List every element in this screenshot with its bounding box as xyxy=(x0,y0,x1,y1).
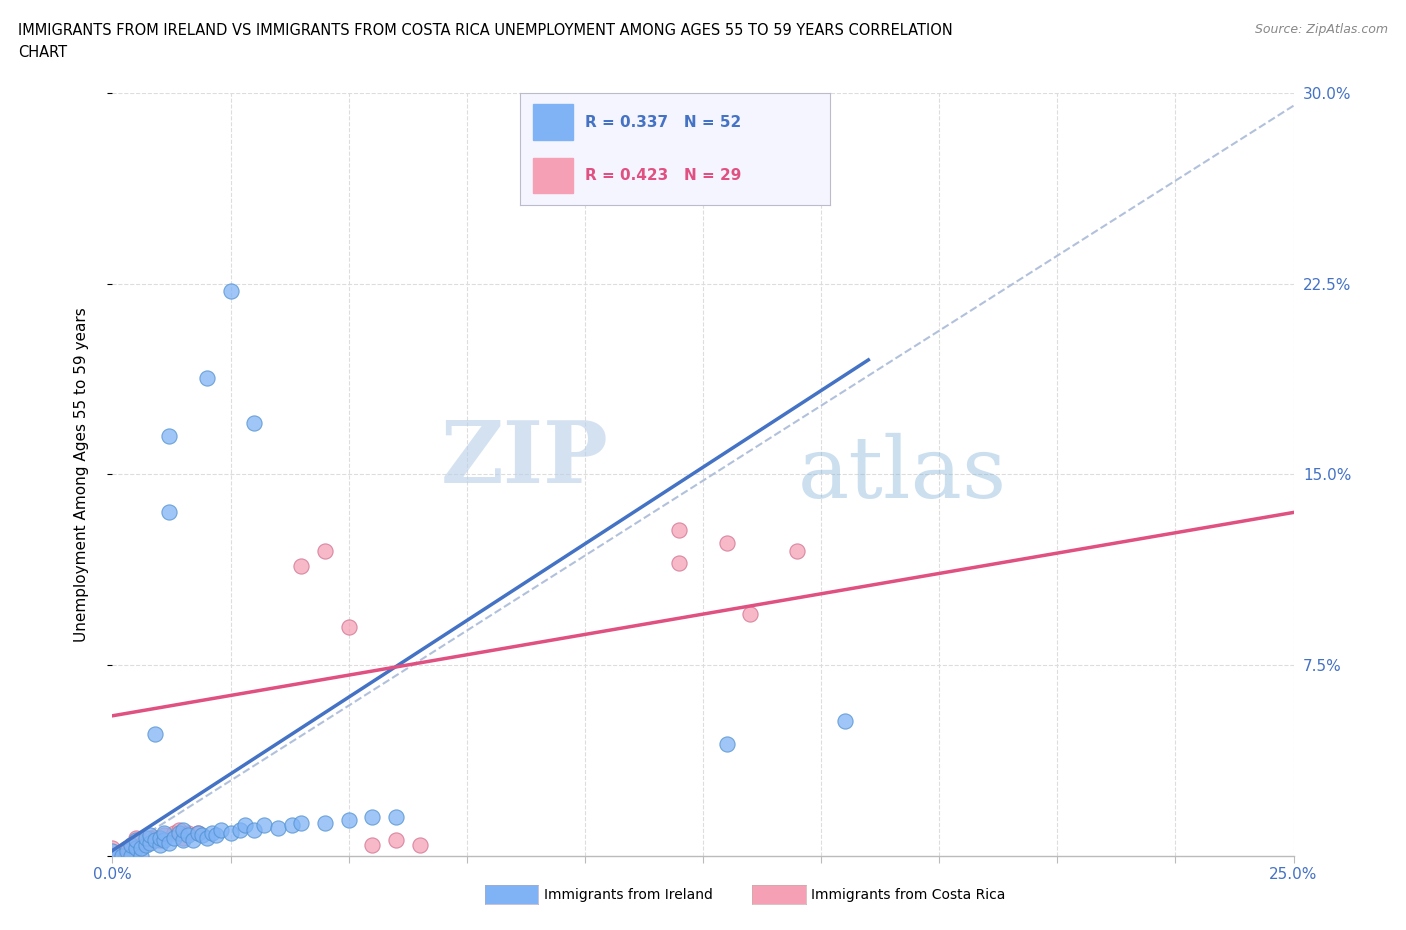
Point xyxy=(163,830,186,845)
Point xyxy=(385,810,408,825)
Point xyxy=(314,815,336,830)
Point xyxy=(385,833,408,848)
Point xyxy=(101,841,124,856)
Text: Source: ZipAtlas.com: Source: ZipAtlas.com xyxy=(1254,23,1388,36)
Point xyxy=(101,844,124,858)
Point xyxy=(115,844,138,858)
Point xyxy=(668,556,690,571)
Text: R = 0.423   N = 29: R = 0.423 N = 29 xyxy=(585,168,741,183)
Text: R = 0.337   N = 52: R = 0.337 N = 52 xyxy=(585,114,741,129)
Point xyxy=(139,830,162,845)
Point xyxy=(740,606,762,621)
Point xyxy=(111,848,134,863)
Text: ZIP: ZIP xyxy=(440,417,609,501)
Point xyxy=(281,817,304,832)
Text: CHART: CHART xyxy=(18,45,67,60)
Point xyxy=(243,823,266,838)
Point xyxy=(157,835,180,850)
Point xyxy=(191,828,214,843)
Point xyxy=(149,838,172,853)
Point xyxy=(167,825,190,840)
Point xyxy=(135,830,157,845)
Point xyxy=(125,830,148,845)
Point xyxy=(177,828,200,843)
Point xyxy=(125,841,148,856)
Point xyxy=(229,823,252,838)
Point xyxy=(668,523,690,538)
Point xyxy=(143,830,166,845)
Point xyxy=(233,817,256,832)
Point xyxy=(290,558,312,573)
Point xyxy=(143,833,166,848)
Text: Immigrants from Ireland: Immigrants from Ireland xyxy=(544,887,713,902)
Point xyxy=(120,848,142,863)
Point xyxy=(253,817,276,832)
Point xyxy=(157,505,180,520)
Point xyxy=(290,815,312,830)
Point xyxy=(172,823,194,838)
Point xyxy=(243,416,266,431)
Point xyxy=(716,737,738,751)
Point xyxy=(201,825,224,840)
Point xyxy=(195,830,218,845)
Point xyxy=(101,848,124,863)
Point xyxy=(101,848,124,863)
Point xyxy=(408,838,430,853)
Point xyxy=(143,726,166,741)
Point xyxy=(177,825,200,840)
Point xyxy=(172,830,194,845)
Point xyxy=(129,848,152,863)
Point xyxy=(337,813,360,828)
Text: atlas: atlas xyxy=(797,432,1007,516)
Point xyxy=(111,848,134,863)
Point xyxy=(361,838,384,853)
Point xyxy=(219,284,242,299)
Bar xyxy=(533,104,572,140)
Point xyxy=(125,841,148,856)
Point xyxy=(361,810,384,825)
Point xyxy=(129,838,152,853)
Point xyxy=(149,833,172,848)
Point xyxy=(135,835,157,850)
Point xyxy=(219,825,242,840)
Point xyxy=(125,833,148,848)
Point xyxy=(163,825,186,840)
Point xyxy=(786,543,808,558)
Point xyxy=(267,820,290,835)
Text: IMMIGRANTS FROM IRELAND VS IMMIGRANTS FROM COSTA RICA UNEMPLOYMENT AMONG AGES 55: IMMIGRANTS FROM IRELAND VS IMMIGRANTS FR… xyxy=(18,23,953,38)
Point xyxy=(153,833,176,848)
Point xyxy=(195,370,218,385)
Point xyxy=(153,825,176,840)
Point xyxy=(120,838,142,853)
Point xyxy=(139,828,162,843)
Point xyxy=(181,833,204,848)
Point xyxy=(172,833,194,848)
Point xyxy=(205,828,228,843)
Point xyxy=(120,838,142,853)
Point xyxy=(337,619,360,634)
Y-axis label: Unemployment Among Ages 55 to 59 years: Unemployment Among Ages 55 to 59 years xyxy=(75,307,89,642)
Point xyxy=(314,543,336,558)
Point xyxy=(167,823,190,838)
Point xyxy=(135,838,157,853)
Text: Immigrants from Costa Rica: Immigrants from Costa Rica xyxy=(811,887,1005,902)
Point xyxy=(115,841,138,856)
Point xyxy=(129,841,152,856)
Point xyxy=(157,429,180,444)
Point xyxy=(139,835,162,850)
Bar xyxy=(533,158,572,193)
Point xyxy=(716,536,738,551)
Point xyxy=(186,825,208,840)
Point xyxy=(834,713,856,728)
Point xyxy=(153,828,176,843)
Point xyxy=(186,825,208,840)
Point xyxy=(209,823,232,838)
Point xyxy=(149,830,172,845)
